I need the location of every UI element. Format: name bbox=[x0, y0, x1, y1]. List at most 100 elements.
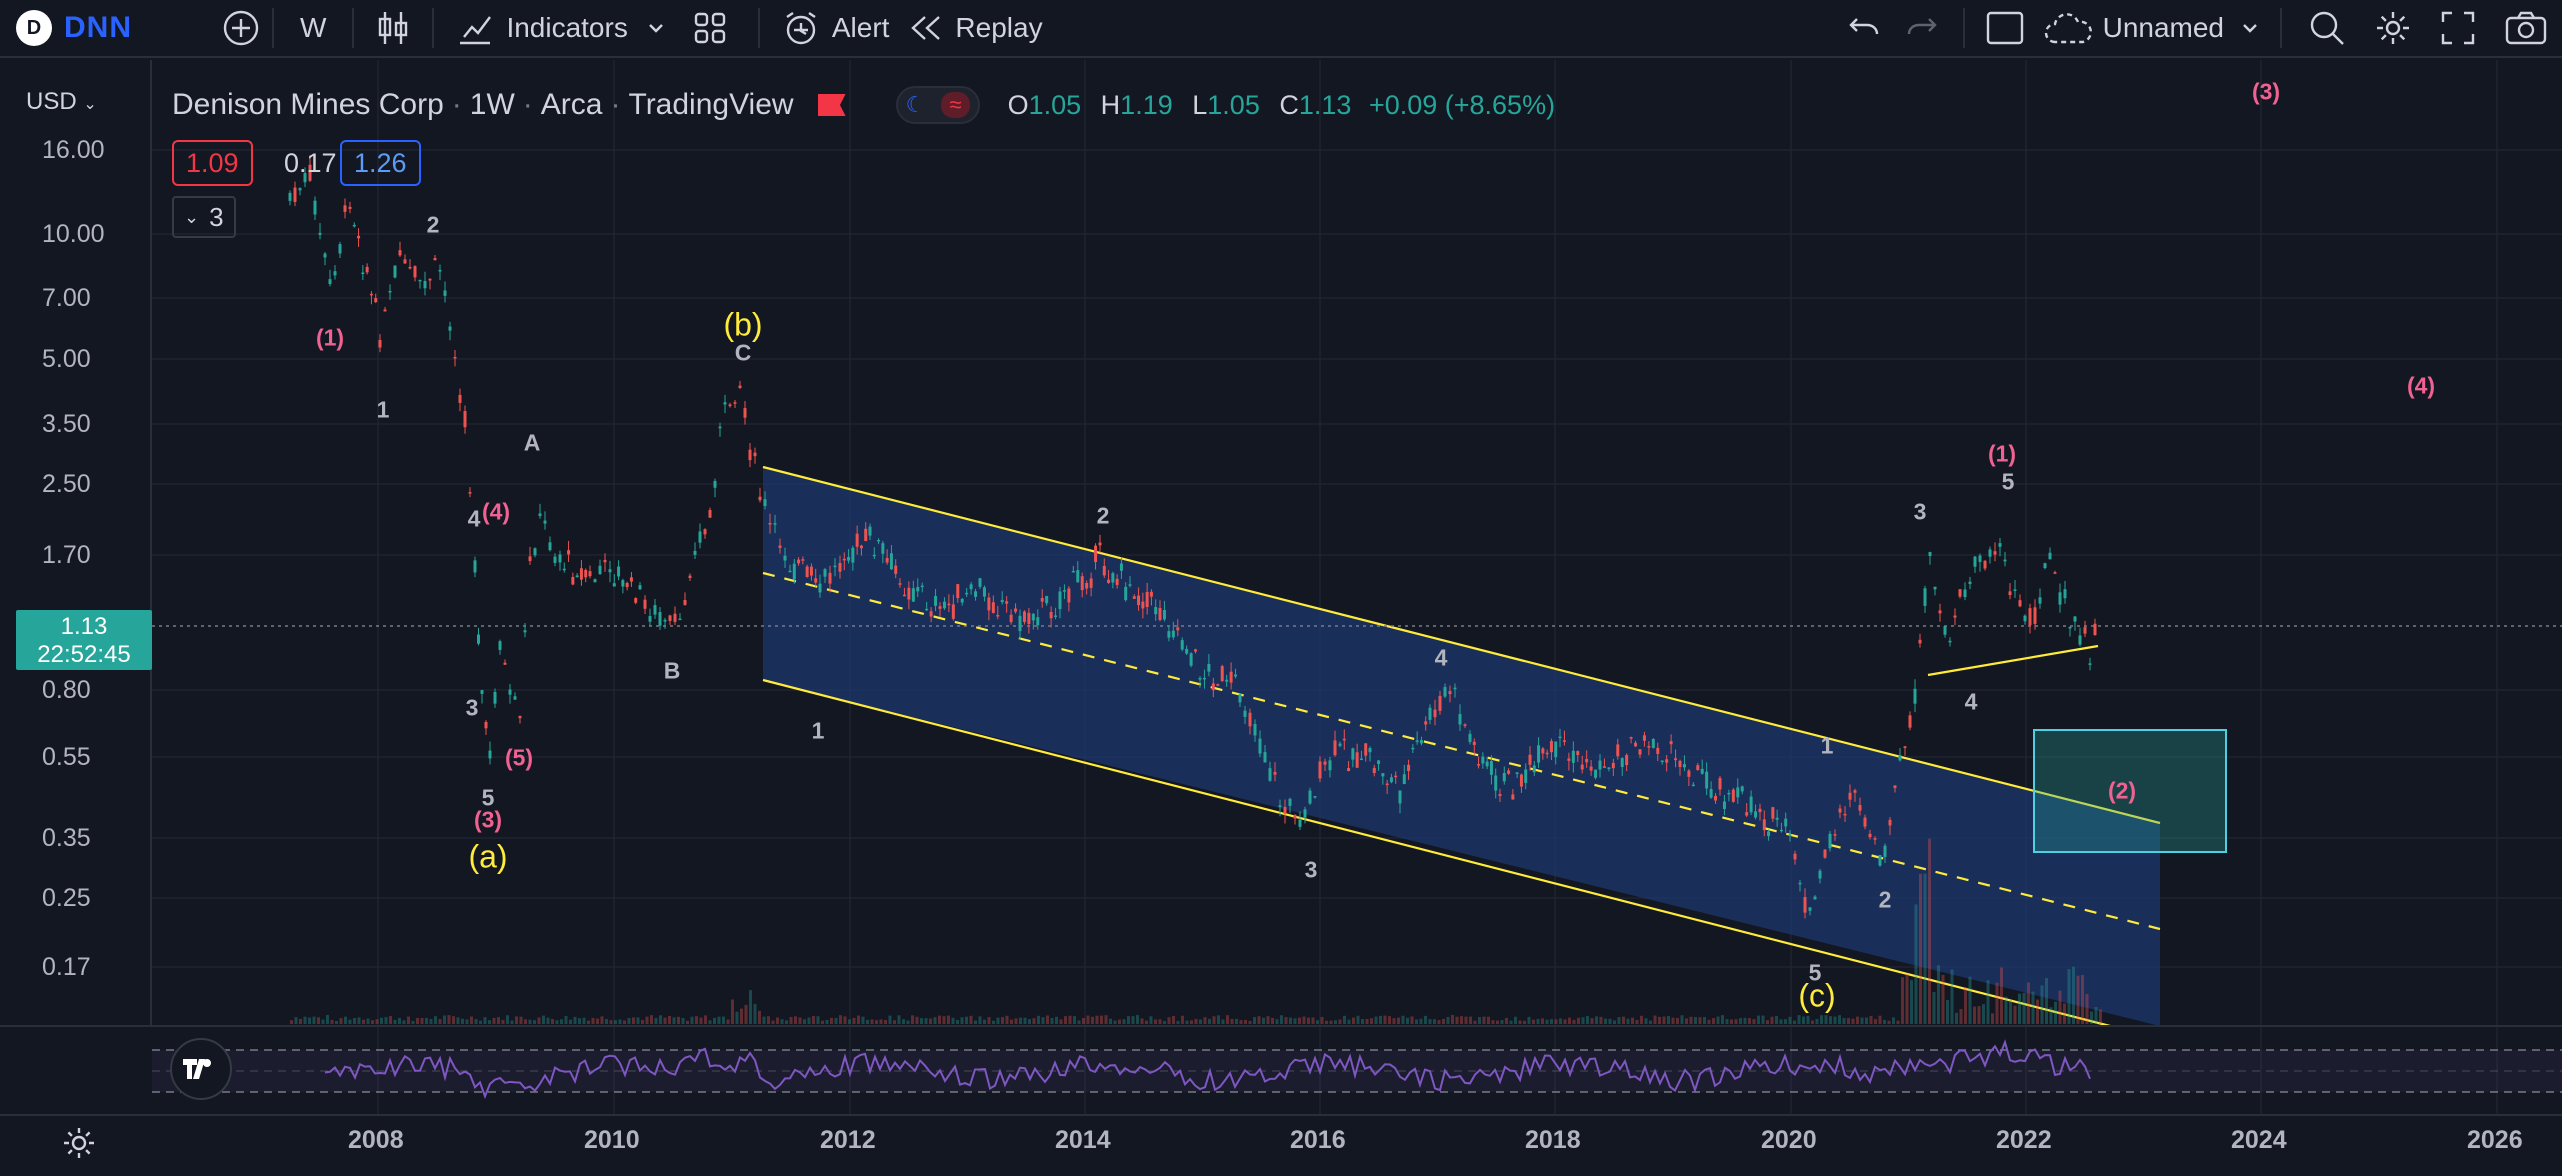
wave-label[interactable]: B bbox=[663, 657, 681, 684]
scale-settings-button[interactable] bbox=[62, 1126, 96, 1165]
settings-button[interactable] bbox=[2360, 0, 2426, 57]
candle-body bbox=[1913, 688, 1917, 704]
candle-body bbox=[1727, 792, 1731, 795]
wave-label[interactable]: 3 bbox=[465, 694, 479, 721]
volume-bar bbox=[1770, 1016, 1774, 1024]
wave-label[interactable]: (b) bbox=[723, 306, 763, 343]
sell-price-button[interactable]: 1.09 bbox=[172, 140, 253, 186]
wave-label[interactable]: (5) bbox=[504, 744, 534, 771]
symbol-logo[interactable]: D bbox=[16, 10, 52, 46]
flag-icon[interactable] bbox=[817, 94, 846, 116]
channel-lower-line[interactable] bbox=[762, 678, 2111, 1028]
candle-body bbox=[1678, 760, 1682, 767]
candle-body bbox=[369, 293, 373, 296]
candle-body bbox=[1696, 765, 1700, 771]
volume-bar bbox=[1523, 1020, 1526, 1024]
candle-body bbox=[1511, 794, 1515, 800]
symbol-description[interactable]: Denison Mines Corp bbox=[172, 88, 444, 121]
symbol-search-button[interactable]: DNN bbox=[64, 11, 132, 44]
wave-label[interactable]: 1 bbox=[1820, 732, 1834, 759]
indicators-collapse-button[interactable]: ⌄ 3 bbox=[172, 196, 236, 238]
volume-bar bbox=[1365, 1019, 1369, 1024]
candle-body bbox=[1443, 687, 1447, 697]
wave-label[interactable]: 4 bbox=[1434, 644, 1448, 671]
candle-body bbox=[1089, 578, 1093, 588]
wave-label[interactable]: (1) bbox=[315, 324, 345, 351]
wave-label[interactable]: (2) bbox=[2107, 777, 2137, 804]
wave-label[interactable]: C bbox=[734, 339, 752, 366]
wave-label[interactable]: (3) bbox=[2251, 78, 2281, 105]
volume-bar bbox=[1464, 1016, 1468, 1024]
wave-label[interactable]: 5 bbox=[2001, 468, 2015, 495]
volume-bar bbox=[456, 1017, 460, 1024]
candle-body bbox=[2033, 607, 2037, 624]
fullscreen-button[interactable] bbox=[2426, 0, 2490, 57]
fullscreen-square-button[interactable] bbox=[1977, 0, 2033, 57]
wave-label[interactable]: (c) bbox=[1798, 977, 1836, 1014]
layout-name-button[interactable]: Unnamed bbox=[2033, 0, 2268, 57]
volume-bar bbox=[1829, 1016, 1832, 1024]
candle-body bbox=[1843, 813, 1847, 816]
interval-button[interactable]: W bbox=[300, 12, 327, 43]
time-scale[interactable] bbox=[0, 1114, 2562, 1176]
wave-label[interactable]: 2 bbox=[1096, 502, 1110, 529]
volume-bar bbox=[1356, 1015, 1360, 1024]
volume-bar bbox=[573, 1016, 577, 1024]
candle-body bbox=[558, 554, 562, 563]
price-scale[interactable] bbox=[0, 60, 152, 1026]
wave-label[interactable]: A bbox=[523, 429, 541, 456]
wave-label[interactable]: (4) bbox=[481, 498, 511, 525]
wave-label[interactable]: 2 bbox=[1878, 886, 1892, 913]
currency-selector[interactable]: USD ⌄ bbox=[26, 88, 97, 116]
snapshot-button[interactable] bbox=[2490, 0, 2562, 57]
volume-bar bbox=[492, 1017, 496, 1024]
wave-label[interactable]: 2 bbox=[426, 211, 440, 238]
candle-body bbox=[1775, 817, 1779, 820]
redo-button[interactable] bbox=[1893, 0, 1951, 57]
trend-line[interactable] bbox=[1927, 644, 2099, 677]
volume-bar bbox=[353, 1017, 356, 1024]
candle-body bbox=[1833, 834, 1837, 836]
candle-body bbox=[1141, 601, 1145, 609]
volume-bar bbox=[1905, 973, 1909, 1024]
channel-upper-line[interactable] bbox=[762, 465, 2161, 825]
indicators-button[interactable]: Indicators bbox=[446, 0, 673, 57]
wave-label[interactable]: 5 bbox=[481, 784, 495, 811]
replay-button[interactable]: Replay bbox=[899, 0, 1052, 57]
wave-label[interactable]: 1 bbox=[811, 717, 825, 744]
open-value: 1.05 bbox=[1028, 89, 1082, 120]
parallel-channel[interactable] bbox=[762, 465, 2161, 1028]
search-button[interactable] bbox=[2294, 0, 2360, 57]
wave-label[interactable]: (4) bbox=[2406, 372, 2436, 399]
wave-label[interactable]: 3 bbox=[1304, 856, 1318, 883]
layouts-button[interactable] bbox=[674, 0, 746, 57]
target-zone-box[interactable] bbox=[2033, 729, 2227, 853]
volume-bar bbox=[1680, 1015, 1684, 1024]
wave-label[interactable]: 4 bbox=[467, 505, 481, 532]
volume-bar bbox=[578, 1018, 581, 1024]
candle-body bbox=[562, 568, 566, 571]
wave-label[interactable]: (1) bbox=[1987, 440, 2017, 467]
wave-label[interactable]: 3 bbox=[1913, 498, 1927, 525]
undo-button[interactable] bbox=[1835, 0, 1893, 57]
wave-label[interactable]: 5 bbox=[1808, 959, 1822, 986]
market-status-toggle[interactable]: ☾ ≈ bbox=[895, 86, 980, 124]
buy-price-button[interactable]: 1.26 bbox=[340, 140, 421, 186]
alert-button[interactable]: Alert bbox=[772, 0, 900, 57]
chart-type-button[interactable] bbox=[366, 0, 420, 57]
volume-bar bbox=[1712, 1018, 1715, 1024]
volume-bar bbox=[1676, 1017, 1679, 1024]
volume-bar bbox=[1878, 1015, 1882, 1024]
volume-bar bbox=[1707, 1019, 1711, 1024]
redo-icon bbox=[1907, 18, 1937, 35]
candle-body bbox=[947, 603, 951, 606]
volume-bar bbox=[614, 1020, 617, 1024]
compare-symbol-button[interactable] bbox=[222, 0, 260, 57]
tradingview-logo[interactable] bbox=[170, 1038, 232, 1100]
volume-bar bbox=[546, 1017, 550, 1024]
wave-label[interactable]: (a) bbox=[468, 838, 508, 875]
wave-label[interactable]: 4 bbox=[1964, 688, 1978, 715]
wave-label[interactable]: (3) bbox=[473, 806, 503, 833]
wave-label[interactable]: 1 bbox=[376, 396, 390, 423]
